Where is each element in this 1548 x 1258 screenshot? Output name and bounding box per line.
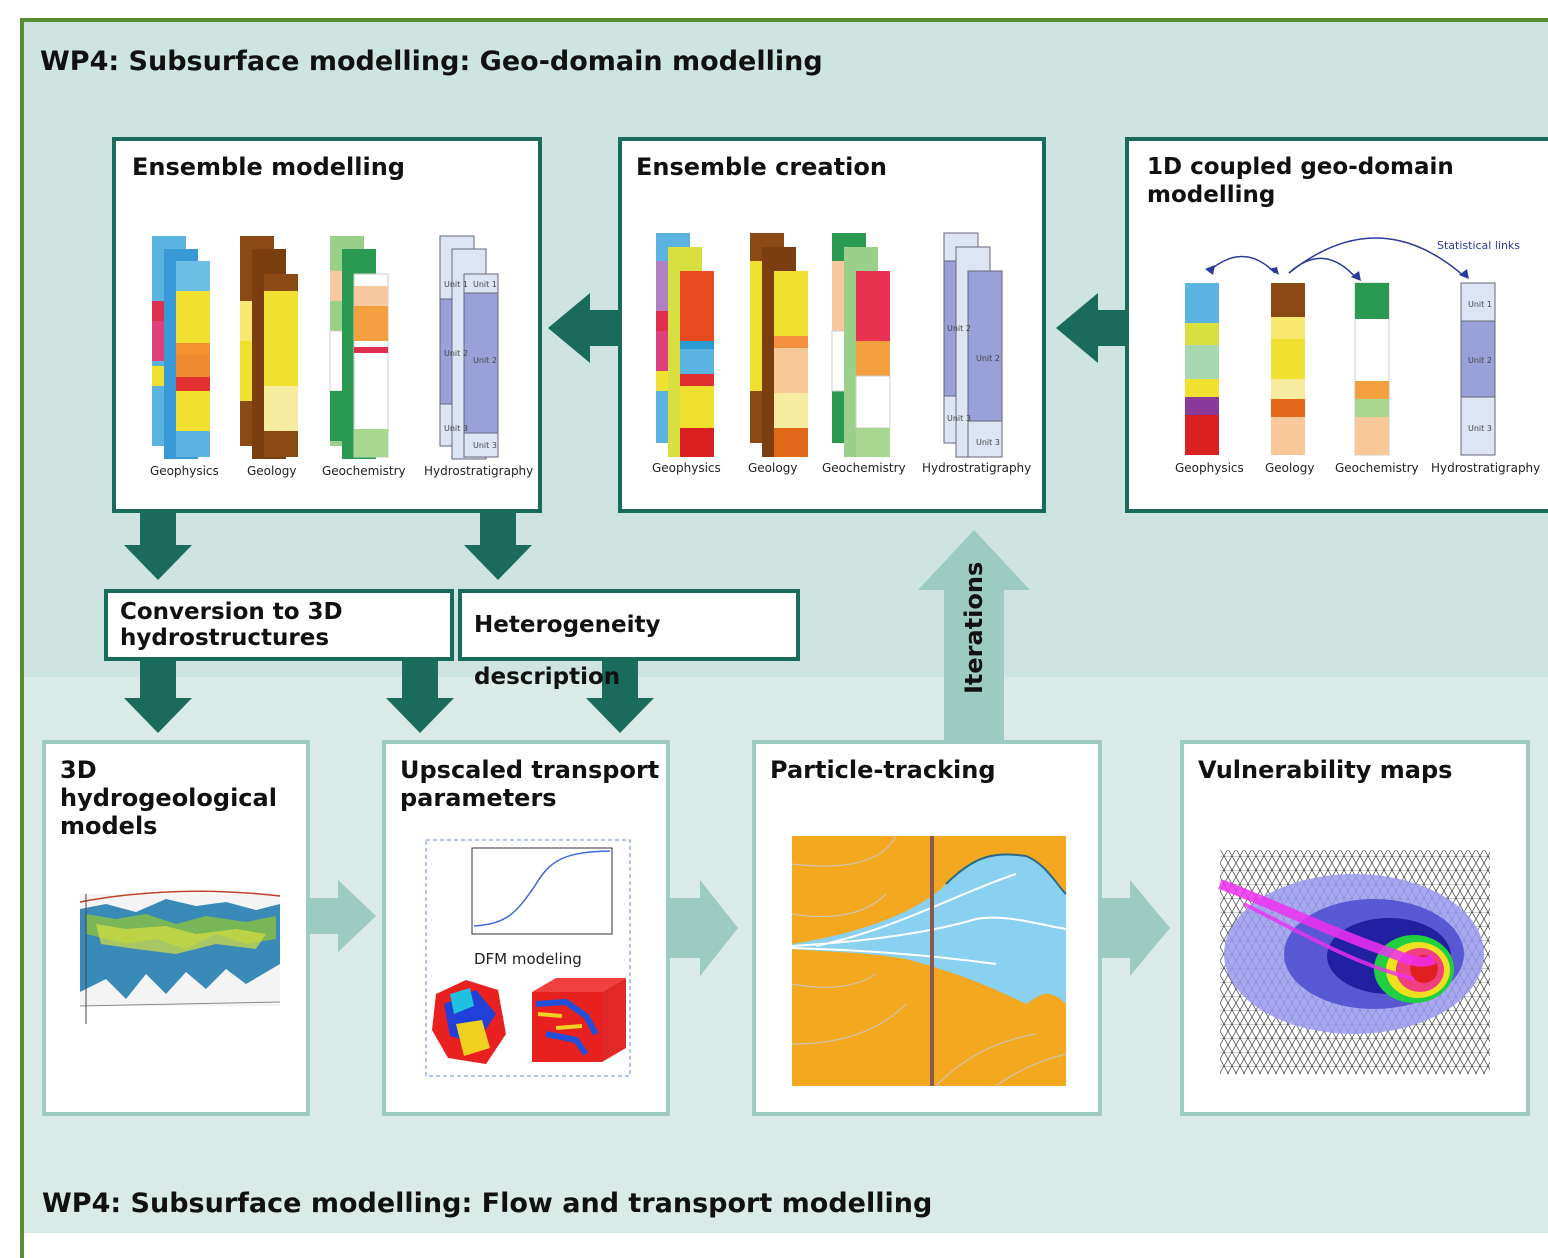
ensemble-modelling-columns: Unit 1 Unit 1 Unit 2 Unit 2 Unit 3 Unit … [150, 235, 533, 478]
ensemble-creation-columns: Unit 2 Unit 2 Unit 3 Unit 3 Geophysics G… [652, 232, 1031, 475]
arrow-down-3 [124, 660, 192, 733]
particle-panel: Particle-tracking [752, 740, 1102, 1116]
vulnerability-panel: Vulnerability maps [1180, 740, 1530, 1116]
svg-text:Hydrostratigraphy: Hydrostratigraphy [424, 464, 533, 478]
upscaled-graphic: DFM modeling [425, 839, 631, 1077]
svg-text:Geophysics: Geophysics [652, 461, 721, 475]
bottom-section-title: WP4: Subsurface modelling: Flow and tran… [42, 1188, 933, 1219]
svg-text:Unit 3: Unit 3 [976, 438, 1000, 447]
dfm-label: DFM modeling [474, 950, 582, 968]
svg-text:Unit 3: Unit 3 [1468, 424, 1492, 433]
svg-text:Geochemistry: Geochemistry [822, 461, 906, 475]
svg-text:Hydrostratigraphy: Hydrostratigraphy [922, 461, 1031, 475]
vulnerability-title: Vulnerability maps [1198, 756, 1453, 784]
arrow-down-1 [124, 512, 192, 580]
arrow-left-1 [548, 293, 620, 363]
particle-graphic [791, 835, 1067, 1087]
svg-text:Geology: Geology [748, 461, 797, 475]
ensemble-modelling-panel: Ensemble modelling [112, 137, 542, 513]
svg-text:Geology: Geology [1265, 461, 1314, 475]
ensemble-modelling-title: Ensemble modelling [132, 153, 405, 181]
svg-text:Unit 3: Unit 3 [947, 414, 971, 423]
svg-text:Unit 1: Unit 1 [1468, 300, 1492, 309]
svg-text:Geochemistry: Geochemistry [322, 464, 406, 478]
svg-text:Unit 1: Unit 1 [444, 280, 468, 289]
svg-text:Unit 1: Unit 1 [473, 280, 497, 289]
upscaled-title: Upscaled transport parameters [400, 756, 660, 812]
arrow-right-1 [308, 880, 376, 952]
heterogeneity-box: Heterogeneity description [458, 589, 800, 690]
ensemble-creation-panel: Ensemble creation Unit 2 [618, 137, 1046, 513]
svg-text:Unit 3: Unit 3 [444, 424, 468, 433]
svg-text:Hydrostratigraphy: Hydrostratigraphy [1431, 461, 1540, 475]
svg-text:Geophysics: Geophysics [1175, 461, 1244, 475]
svg-text:Unit 3: Unit 3 [473, 441, 497, 450]
arrow-down-4 [386, 660, 454, 733]
particle-title: Particle-tracking [770, 756, 996, 784]
svg-text:Unit 2: Unit 2 [976, 354, 1000, 363]
arrow-right-3 [1100, 880, 1170, 976]
svg-text:Unit 2: Unit 2 [947, 324, 971, 333]
arrow-right-2 [668, 880, 738, 976]
arrow-down-5 [586, 660, 654, 733]
coupled-1d-panel: 1D coupled geo-domain modelling Statisti… [1125, 137, 1548, 513]
svg-text:Geophysics: Geophysics [150, 464, 219, 478]
svg-text:Geology: Geology [247, 464, 296, 478]
conversion-box: Conversion to 3D hydrostructures [104, 589, 454, 661]
hydro-model-graphic [79, 890, 281, 1024]
statistical-links-label: Statistical links [1437, 239, 1520, 252]
vulnerability-graphic [1218, 850, 1490, 1074]
upscaled-panel: Upscaled transport parameters DFM modeli… [382, 740, 670, 1116]
iterations-arrow [918, 530, 1030, 742]
coupled-1d-title: 1D coupled geo-domain modelling [1147, 154, 1454, 208]
ensemble-creation-title: Ensemble creation [636, 153, 887, 181]
svg-text:Unit 2: Unit 2 [444, 349, 468, 358]
svg-text:Geochemistry: Geochemistry [1335, 461, 1419, 475]
svg-text:Unit 2: Unit 2 [473, 356, 497, 365]
arrow-left-2 [1056, 293, 1128, 363]
hydro-models-title: 3D hydrogeological models [60, 756, 277, 840]
svg-text:Unit 2: Unit 2 [1468, 356, 1492, 365]
hydro-models-panel: 3D hydrogeological models [42, 740, 310, 1116]
iterations-label: Iterations [960, 561, 988, 694]
top-section-title: WP4: Subsurface modelling: Geo-domain mo… [40, 46, 823, 77]
coupled-1d-columns: Statistical links Unit 1 Unit 2 Unit 3 G… [1175, 237, 1540, 475]
arrow-down-2 [464, 512, 532, 580]
outer-frame [20, 18, 1548, 1258]
